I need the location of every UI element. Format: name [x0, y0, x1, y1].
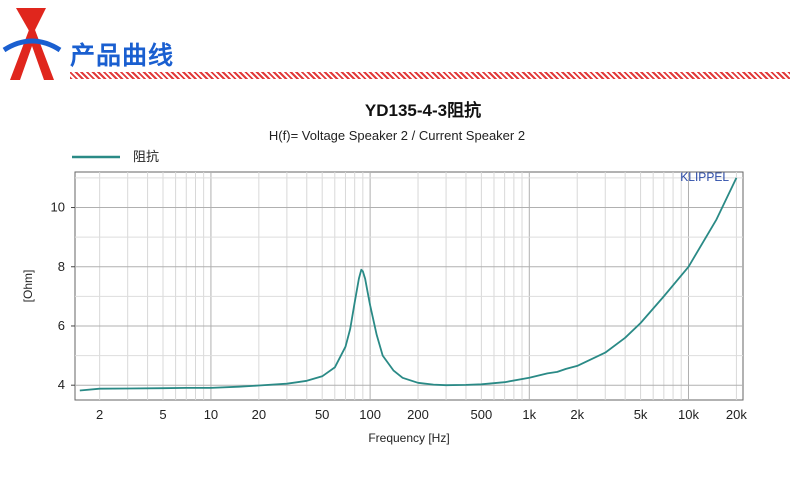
y-tick-label: 10 [51, 200, 65, 215]
page-header: 产品曲线 [0, 0, 790, 82]
decorative-divider [70, 72, 790, 79]
chart-title: YD135-4-3阻抗 [365, 100, 481, 120]
plot-area: 4 6 8 10 2 5 10 20 50 100 200 500 1k 2k 5k 10k 20k [51, 171, 747, 422]
x-tick-label: 50 [315, 407, 329, 422]
klippel-mark: KLIPPEL [680, 170, 729, 184]
x-tick-label: 20k [726, 407, 747, 422]
x-tick-label: 1k [522, 407, 536, 422]
x-tick-label: 20 [252, 407, 266, 422]
x-tick-label: 2k [570, 407, 584, 422]
series-line-impedance [79, 177, 738, 392]
chart-subtitle: H(f)= Voltage Speaker 2 / Current Speake… [269, 128, 525, 143]
series-layer [79, 177, 738, 392]
x-tick-label: 5 [159, 407, 166, 422]
x-tick-label: 10k [678, 407, 699, 422]
y-axis-ticks: 4 6 8 10 [51, 200, 75, 392]
grid-lines [75, 172, 743, 400]
y-tick-label: 4 [58, 377, 65, 392]
x-tick-label: 10 [204, 407, 218, 422]
y-axis-label: [Ohm] [21, 270, 35, 303]
x-tick-label: 200 [407, 407, 429, 422]
x-tick-label: 500 [471, 407, 493, 422]
company-logo [2, 8, 62, 80]
x-axis-label: Frequency [Hz] [368, 431, 449, 445]
legend-label: 阻抗 [133, 149, 159, 164]
x-tick-label: 2 [96, 407, 103, 422]
x-tick-label: 100 [359, 407, 381, 422]
y-tick-label: 8 [58, 259, 65, 274]
page-title: 产品曲线 [70, 41, 175, 70]
x-tick-label: 5k [634, 407, 648, 422]
x-axis-ticks: 2 5 10 20 50 100 200 500 1k 2k 5k 10k 20k [96, 407, 747, 422]
y-tick-label: 6 [58, 318, 65, 333]
